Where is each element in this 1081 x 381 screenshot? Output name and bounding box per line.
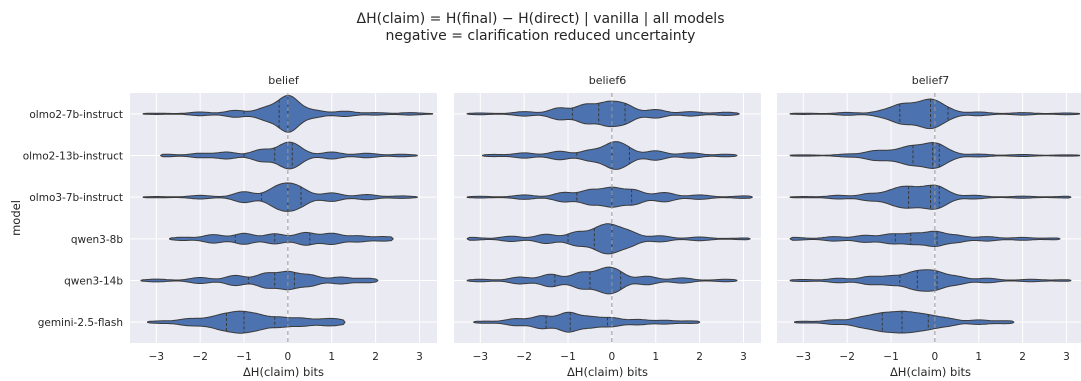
x-tick-label: −1 [560,351,575,363]
panel-title: belief7 [912,74,950,87]
x-tick-label: −2 [516,351,531,363]
violin [466,223,751,255]
y-tick-label: qwen3-14b [64,276,123,288]
panel-background [454,93,761,343]
x-tick-label: 0 [609,351,616,363]
violin [794,310,1015,334]
x-tick-label: 0 [932,351,939,363]
violin [140,270,379,291]
violin [789,98,1081,130]
y-tick-label: olmo2-13b-instruct [23,151,123,163]
x-tick-label: 2 [1019,351,1026,363]
x-tick-label: 3 [1063,351,1070,363]
y-tick-label: olmo3-7b-instruct [29,192,123,204]
x-tick-label: 1 [328,351,335,363]
x-tick-label: 3 [416,351,423,363]
violin [466,266,738,295]
y-tick-label: olmo2-7b-instruct [29,109,123,121]
x-axis-label: ΔH(claim) bits [890,365,971,379]
x-axis-label: ΔH(claim) bits [243,365,324,379]
x-tick-label: −1 [883,351,898,363]
violin [142,182,418,212]
x-tick-label: 0 [285,351,292,363]
y-axis-label: model [9,200,23,236]
x-axis-label: ΔH(claim) bits [567,365,648,379]
figure-subtitle: negative = clarification reduced uncerta… [385,28,696,44]
violin [482,141,738,170]
x-tick-label: 2 [372,351,379,363]
panel-background [130,93,437,343]
x-tick-label: 3 [740,351,747,363]
x-tick-label: −2 [839,351,854,363]
violin [169,231,394,246]
x-tick-label: 1 [652,351,659,363]
violin [789,141,1081,170]
panel-background [777,93,1081,343]
x-tick-label: −1 [236,351,251,363]
violin [147,310,346,334]
x-tick-label: 1 [975,351,982,363]
y-tick-label: qwen3-8b [71,234,124,246]
panel-title: belief6 [589,74,627,87]
x-tick-label: −3 [149,351,164,363]
y-tick-label: gemini-2.5-flash [38,317,123,329]
violin [142,94,434,133]
violin [466,100,740,128]
violin [473,311,701,333]
x-tick-label: 2 [696,351,703,363]
violin [160,141,418,170]
x-tick-label: −2 [192,351,207,363]
figure-title: ΔH(claim) = H(final) − H(direct) | vanil… [356,11,725,27]
x-tick-label: −3 [473,351,488,363]
x-tick-label: −3 [796,351,811,363]
violin [789,269,1072,292]
violin [466,186,753,208]
violin [789,230,1061,248]
panel-title: belief [268,74,300,87]
